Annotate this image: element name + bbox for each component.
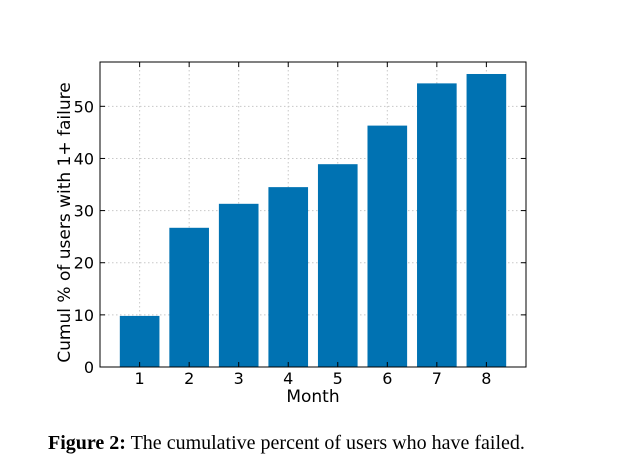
caption-label: Figure 2: — [48, 432, 126, 454]
bar-month-5 — [317, 164, 358, 367]
x-tick-label: 3 — [234, 369, 244, 388]
x-tick-label: 6 — [382, 369, 392, 388]
caption-text: The cumulative percent of users who have… — [130, 432, 525, 454]
x-tick-label: 8 — [481, 369, 491, 388]
x-tick-label: 7 — [432, 369, 442, 388]
bar-month-3 — [218, 203, 259, 367]
x-tick-label: 1 — [135, 369, 145, 388]
y-tick-label: 0 — [84, 358, 94, 377]
y-axis-label: Cumul % of users with 1+ failure — [55, 82, 75, 362]
x-tick-label: 4 — [283, 369, 293, 388]
y-tick-label: 10 — [74, 306, 94, 325]
grid-lines — [100, 62, 526, 367]
y-tick-label: 20 — [74, 254, 94, 273]
x-axis-label: Month — [286, 387, 339, 407]
y-tick-label: 40 — [74, 149, 94, 168]
bar-month-4 — [268, 187, 309, 367]
figure-caption: Figure 2: The cumulative percent of user… — [48, 432, 525, 455]
y-tick-label: 50 — [74, 97, 94, 116]
bar-month-1 — [119, 315, 160, 367]
y-axis-ticks: 0 10 20 30 40 50 — [74, 97, 526, 377]
bar-chart: 0 10 20 30 40 50 1 2 3 4 5 6 7 8 Month Cumul % of us… — [55, 61, 527, 407]
bar-month-7 — [417, 83, 457, 367]
bar-month-6 — [367, 125, 408, 367]
x-axis-ticks: 1 2 3 4 5 6 7 8 — [135, 62, 491, 388]
x-tick-label: 5 — [333, 369, 343, 388]
plot-frame — [99, 61, 527, 368]
x-tick-label: 2 — [184, 369, 194, 388]
y-tick-label: 30 — [74, 202, 94, 221]
bar-month-2 — [169, 227, 209, 367]
bars — [119, 73, 507, 367]
bar-month-8 — [466, 73, 507, 367]
